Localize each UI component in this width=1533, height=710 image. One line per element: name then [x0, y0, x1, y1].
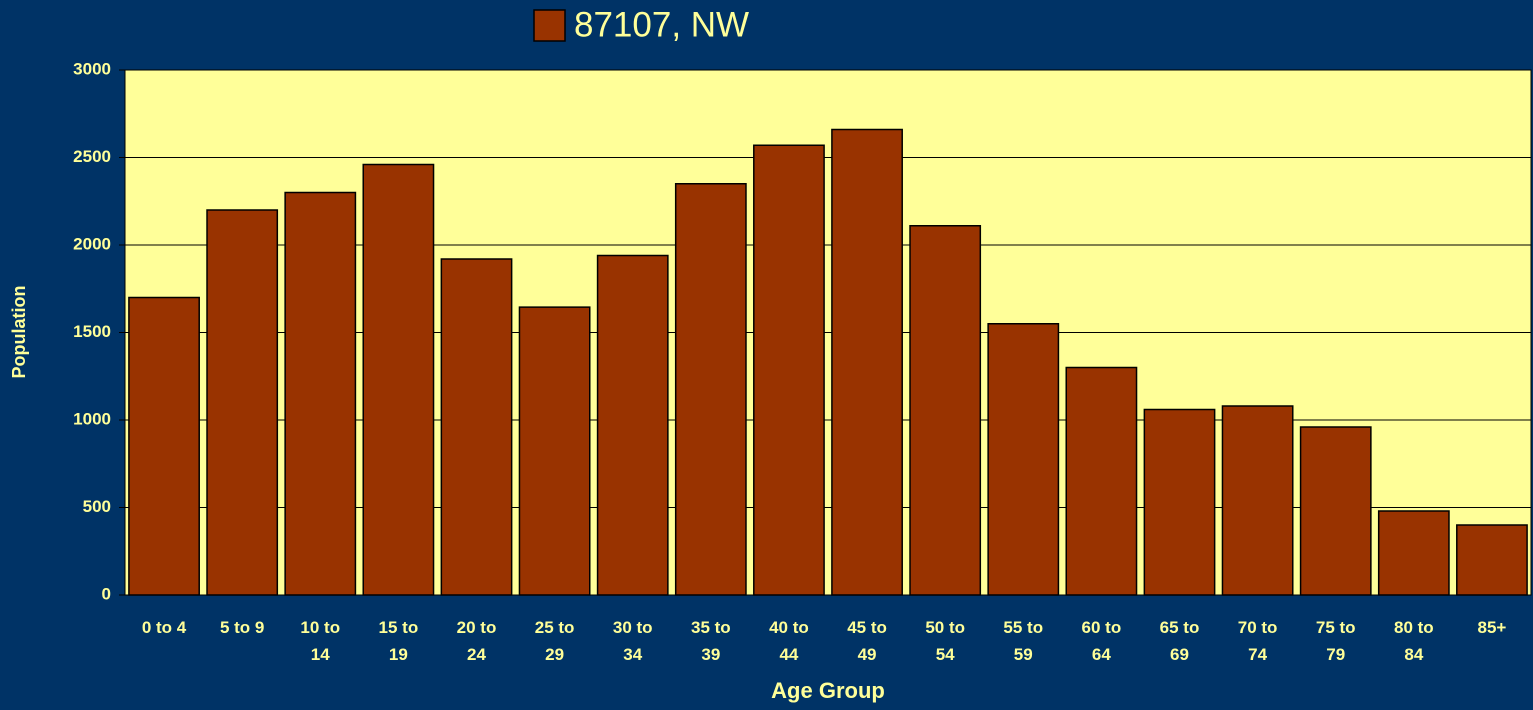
bar [1456, 524, 1528, 596]
x-tick-label: 80 to 84 [1393, 618, 1434, 664]
x-tick-label: 70 to 74 [1237, 618, 1278, 664]
bar [1299, 426, 1372, 596]
x-tick-label: 35 to 39 [690, 618, 731, 664]
x-tick-label: 85+ [1477, 618, 1507, 637]
x-tick-label: 15 to 19 [378, 618, 419, 664]
x-tick-label: 55 to 59 [1003, 618, 1044, 664]
x-tick-label: 45 to 49 [847, 618, 887, 664]
x-tick-label: 10 to 14 [300, 618, 341, 664]
bar [596, 254, 669, 596]
x-tick-label: 0 to 4 [141, 618, 187, 637]
bar [987, 323, 1060, 596]
x-tick-label: 50 to 54 [925, 618, 965, 664]
bar [831, 128, 903, 596]
bar [1143, 408, 1216, 596]
x-tick-label: 60 to 64 [1081, 618, 1122, 664]
y-tick-label: 2500 [73, 147, 111, 166]
bar [909, 225, 982, 596]
bar [206, 209, 279, 596]
x-tick-label: 5 to 9 [219, 618, 265, 637]
bar [440, 258, 513, 596]
y-tick-label: 1000 [73, 409, 111, 428]
y-tick-label: 3000 [73, 59, 111, 78]
legend-swatch [533, 9, 566, 42]
y-tick-label: 500 [83, 497, 111, 516]
x-tick-label: 75 to 79 [1315, 618, 1356, 664]
x-axis-label: Age Group [771, 678, 885, 703]
y-tick-label: 1500 [73, 322, 111, 341]
legend-label: 87107, NW [574, 5, 749, 44]
bar [753, 144, 825, 596]
y-tick-label: 2000 [73, 234, 111, 253]
x-tick-label: 25 to 29 [534, 618, 575, 664]
x-tick-label: 65 to 69 [1159, 618, 1200, 664]
bar [1221, 405, 1294, 596]
x-tick-label: 20 to 24 [456, 618, 497, 664]
y-axis-label: Population [9, 286, 29, 379]
y-tick-label: 0 [102, 584, 111, 603]
bar [1377, 510, 1450, 596]
bar [674, 183, 747, 596]
x-tick-label: 40 to 44 [769, 618, 809, 664]
bar [362, 163, 435, 596]
bar [518, 306, 591, 596]
bar [1065, 366, 1138, 596]
x-tick-label: 30 to 34 [612, 618, 653, 664]
bar [128, 296, 200, 596]
bar [284, 191, 357, 596]
